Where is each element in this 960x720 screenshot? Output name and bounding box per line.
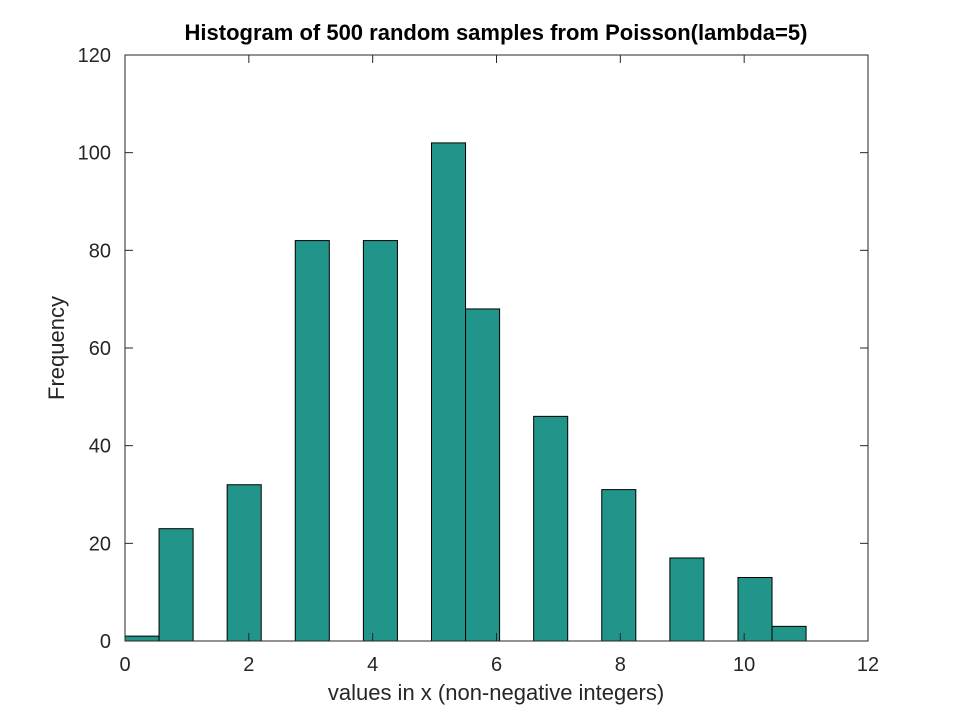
y-tick-label-6: 120 — [78, 45, 111, 67]
histogram-bar-8 — [601, 489, 637, 642]
histogram-bar-9 — [669, 557, 705, 642]
x-tick-label-6: 12 — [857, 654, 879, 676]
y-tick-label-1: 20 — [89, 533, 111, 555]
histogram-bar-11 — [771, 625, 807, 642]
x-tick-label-2: 4 — [367, 654, 378, 676]
y-tick-label-3: 60 — [89, 338, 111, 360]
histogram-bar-6 — [465, 308, 501, 642]
y-tick-label-4: 80 — [89, 240, 111, 262]
histogram-bar-2 — [226, 484, 262, 642]
y-tick-label-5: 100 — [78, 143, 111, 165]
x-axis-label: values in x (non-negative integers) — [328, 680, 664, 705]
x-tick-label-5: 10 — [733, 654, 755, 676]
histogram-bar-4 — [362, 240, 398, 642]
y-tick-label-0: 0 — [100, 631, 111, 653]
histogram-bar-3 — [294, 240, 330, 642]
histogram-bar-10 — [737, 577, 773, 642]
histogram-bar-1 — [158, 528, 194, 642]
x-tick-label-4: 8 — [615, 654, 626, 676]
axes-box — [124, 54, 869, 642]
x-tick-label-1: 2 — [243, 654, 254, 676]
histogram-bar-0 — [124, 635, 160, 642]
histogram-bar-5 — [430, 142, 467, 642]
bars-group — [124, 142, 807, 642]
y-axis-label: Frequency — [44, 296, 69, 400]
y-tick-label-2: 40 — [89, 436, 111, 458]
chart-title: Histogram of 500 random samples from Poi… — [185, 20, 808, 45]
x-tick-label-3: 6 — [491, 654, 502, 676]
histogram-bar-7 — [533, 415, 569, 642]
x-tick-label-0: 0 — [119, 654, 130, 676]
